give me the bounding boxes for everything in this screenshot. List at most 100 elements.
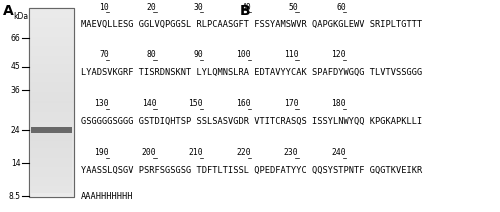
Bar [29, 89, 74, 90]
Bar [29, 147, 74, 148]
Bar [29, 194, 74, 196]
Text: 220: 220 [236, 148, 251, 157]
Bar [29, 59, 74, 60]
Text: 10: 10 [99, 3, 109, 12]
Bar [29, 20, 74, 21]
Bar [29, 75, 74, 76]
Bar [29, 163, 74, 164]
Bar [29, 123, 74, 125]
Bar [29, 133, 74, 134]
Text: 170: 170 [284, 99, 298, 108]
Bar [29, 46, 74, 48]
Text: 130: 130 [94, 99, 109, 108]
Bar [29, 96, 74, 98]
Bar [29, 189, 74, 191]
Bar [29, 172, 74, 174]
Bar [29, 178, 74, 180]
Bar [29, 76, 74, 78]
Text: 190: 190 [94, 148, 109, 157]
Bar [29, 78, 74, 79]
Bar [29, 23, 74, 24]
Bar [29, 34, 74, 35]
Bar [29, 164, 74, 166]
Bar [29, 37, 74, 38]
Bar [29, 101, 74, 103]
Bar [29, 153, 74, 155]
Bar [29, 185, 74, 186]
Bar [29, 38, 74, 40]
Text: 60: 60 [336, 3, 346, 12]
Bar [29, 141, 74, 142]
Bar [29, 159, 74, 161]
Bar [29, 156, 74, 158]
Text: 66: 66 [11, 34, 20, 43]
Text: 100: 100 [236, 50, 251, 59]
Text: 110: 110 [284, 50, 298, 59]
Bar [29, 54, 74, 56]
Bar [29, 48, 74, 49]
Bar [29, 103, 74, 104]
Bar [29, 142, 74, 144]
Text: MAEVQLLESG GGLVQPGGSL RLPCAASGFT FSSYAMSWVR QAPGKGLEWV SRIPLTGTTT: MAEVQLLESG GGLVQPGGSL RLPCAASGFT FSSYAMS… [81, 20, 422, 29]
Bar [29, 112, 74, 114]
Bar [29, 175, 74, 177]
Text: AAAHHHHHHH: AAAHHHHHHH [81, 192, 134, 201]
Text: 20: 20 [147, 3, 156, 12]
Text: 180: 180 [332, 99, 346, 108]
Bar [31, 133, 72, 193]
Bar [29, 183, 74, 185]
Bar [29, 155, 74, 156]
Bar [29, 152, 74, 153]
Bar [29, 100, 74, 101]
Bar [29, 114, 74, 115]
Bar [29, 57, 74, 59]
Bar [29, 117, 74, 119]
Bar [29, 31, 74, 32]
Text: 90: 90 [193, 50, 203, 59]
Bar [29, 71, 74, 73]
Bar [29, 137, 74, 139]
Bar [29, 136, 74, 137]
Text: 36: 36 [11, 86, 20, 95]
Bar [29, 148, 74, 150]
Bar [29, 161, 74, 163]
Text: 210: 210 [188, 148, 203, 157]
Bar [29, 35, 74, 37]
Bar [29, 126, 74, 128]
Bar [29, 144, 74, 145]
Bar [29, 174, 74, 175]
Text: 230: 230 [284, 148, 298, 157]
Text: 240: 240 [332, 148, 346, 157]
Bar [29, 98, 74, 100]
Text: 150: 150 [188, 99, 203, 108]
Bar [29, 93, 74, 95]
Bar [29, 15, 74, 16]
Bar [29, 16, 74, 18]
Bar [29, 177, 74, 178]
Bar [29, 67, 74, 68]
Bar [29, 85, 74, 87]
Text: GSGGGGSGGG GSTDIQHTSP SSLSASVGDR VTITCRASQS ISSYLNWYQQ KPGKAPKLLI: GSGGGGSGGG GSTDIQHTSP SSLSASVGDR VTITCRA… [81, 117, 422, 126]
Bar [29, 191, 74, 192]
Text: 200: 200 [142, 148, 156, 157]
Bar [29, 24, 74, 26]
Bar [29, 27, 74, 29]
Bar [29, 150, 74, 152]
Bar [31, 127, 72, 133]
Bar [29, 8, 74, 197]
Bar [29, 68, 74, 70]
Bar [29, 167, 74, 169]
Bar [29, 188, 74, 189]
Bar [29, 64, 74, 65]
Bar [29, 90, 74, 92]
Bar [29, 130, 74, 131]
Text: 45: 45 [11, 62, 20, 71]
Bar [29, 79, 74, 81]
Bar [29, 158, 74, 159]
Bar [29, 95, 74, 96]
Text: B: B [240, 4, 250, 18]
Bar [29, 87, 74, 89]
Text: 160: 160 [236, 99, 251, 108]
Bar [29, 120, 74, 122]
Bar [29, 109, 74, 111]
